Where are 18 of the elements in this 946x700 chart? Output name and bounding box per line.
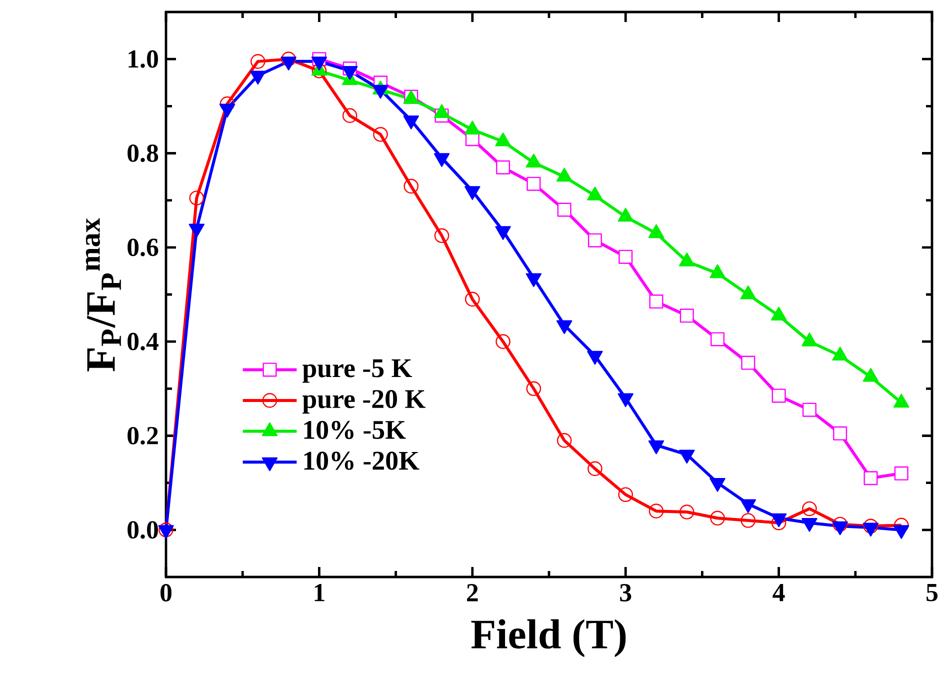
legend-label: 10% -20K [304,452,420,470]
y-tick-label: 0.8 [128,144,158,162]
x-tick-label: 4 [772,584,785,602]
y-tick-label: 0.4 [128,332,158,350]
legend-label: 10% -5K [304,420,406,440]
x-tick-label: 5 [926,584,938,602]
y-tick-label: 1.0 [128,50,158,68]
x-tick-label: 3 [620,584,632,602]
legend-label: pure -20 K [302,390,426,414]
legend-label: pure -5 K [302,359,412,383]
x-tick-label: 2 [467,584,478,602]
x-tick-label: 0 [160,584,172,602]
x-axis-title: Field (T) [471,619,626,658]
y-tick-label: 0.0 [128,521,158,539]
y-tick-label: 0.2 [128,426,158,445]
y-tick-label: 0.6 [128,238,158,256]
x-tick-label: 1 [314,584,324,602]
y-axis-title: F$_{P}$/F$_{P}$max [86,218,121,372]
